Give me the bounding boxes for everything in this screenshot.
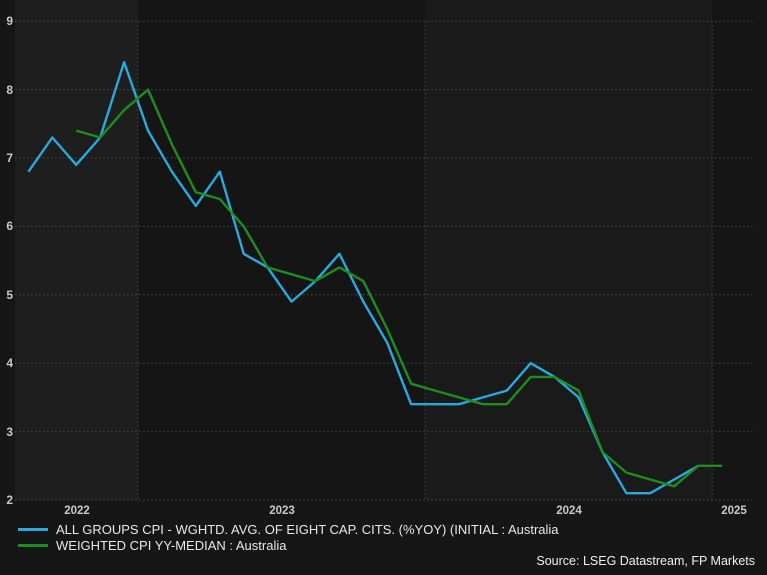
source-attribution: Source: LSEG Datastream, FP Markets [536, 554, 755, 568]
year-band-2024 [425, 0, 712, 500]
y-tick-label-9: 9 [6, 14, 13, 28]
y-tick-label-6: 6 [6, 219, 13, 233]
y-tick-label-3: 3 [6, 425, 13, 439]
y-tick-label-5: 5 [6, 288, 13, 302]
x-tick-label-2025: 2025 [721, 505, 747, 517]
year-band-2023 [138, 0, 425, 500]
legend-swatch-all-groups-cpi [18, 527, 48, 531]
legend: ALL GROUPS CPI - WGHTD. AVG. OF EIGHT CA… [18, 521, 559, 553]
legend-label-all-groups-cpi: ALL GROUPS CPI - WGHTD. AVG. OF EIGHT CA… [56, 521, 559, 537]
y-tick-label-4: 4 [6, 356, 13, 370]
x-tick-label-2024: 2024 [556, 505, 582, 517]
x-tick-label-2023: 2023 [269, 505, 295, 517]
y-tick-label-7: 7 [6, 151, 13, 165]
x-tick-label-2022: 2022 [64, 505, 90, 517]
series-line-all-groups-cpi [27, 61, 699, 495]
year-band-2025 [712, 0, 755, 500]
y-tick-label-8: 8 [6, 83, 13, 97]
series-line-weighted-median [75, 88, 723, 488]
y-tick-label-2: 2 [6, 493, 13, 507]
legend-item-all-groups-cpi: ALL GROUPS CPI - WGHTD. AVG. OF EIGHT CA… [18, 521, 559, 537]
legend-label-weighted-median: WEIGHTED CPI YY-MEDIAN : Australia [56, 537, 287, 553]
legend-item-weighted-median: WEIGHTED CPI YY-MEDIAN : Australia [18, 537, 559, 553]
legend-swatch-weighted-median [18, 543, 48, 547]
